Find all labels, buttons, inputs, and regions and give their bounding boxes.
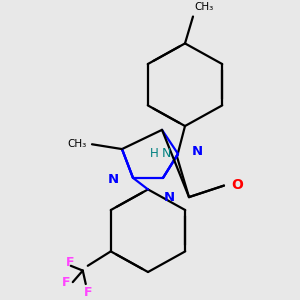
Text: N: N xyxy=(164,191,175,204)
Text: H: H xyxy=(150,147,159,161)
Text: N: N xyxy=(192,146,203,158)
Text: CH₃: CH₃ xyxy=(68,139,87,149)
Text: F: F xyxy=(66,256,75,269)
Text: N: N xyxy=(108,173,119,186)
Text: F: F xyxy=(62,276,71,289)
Text: CH₃: CH₃ xyxy=(194,2,213,12)
Text: O: O xyxy=(231,178,243,192)
Text: F: F xyxy=(83,286,92,299)
Text: N: N xyxy=(162,147,171,161)
